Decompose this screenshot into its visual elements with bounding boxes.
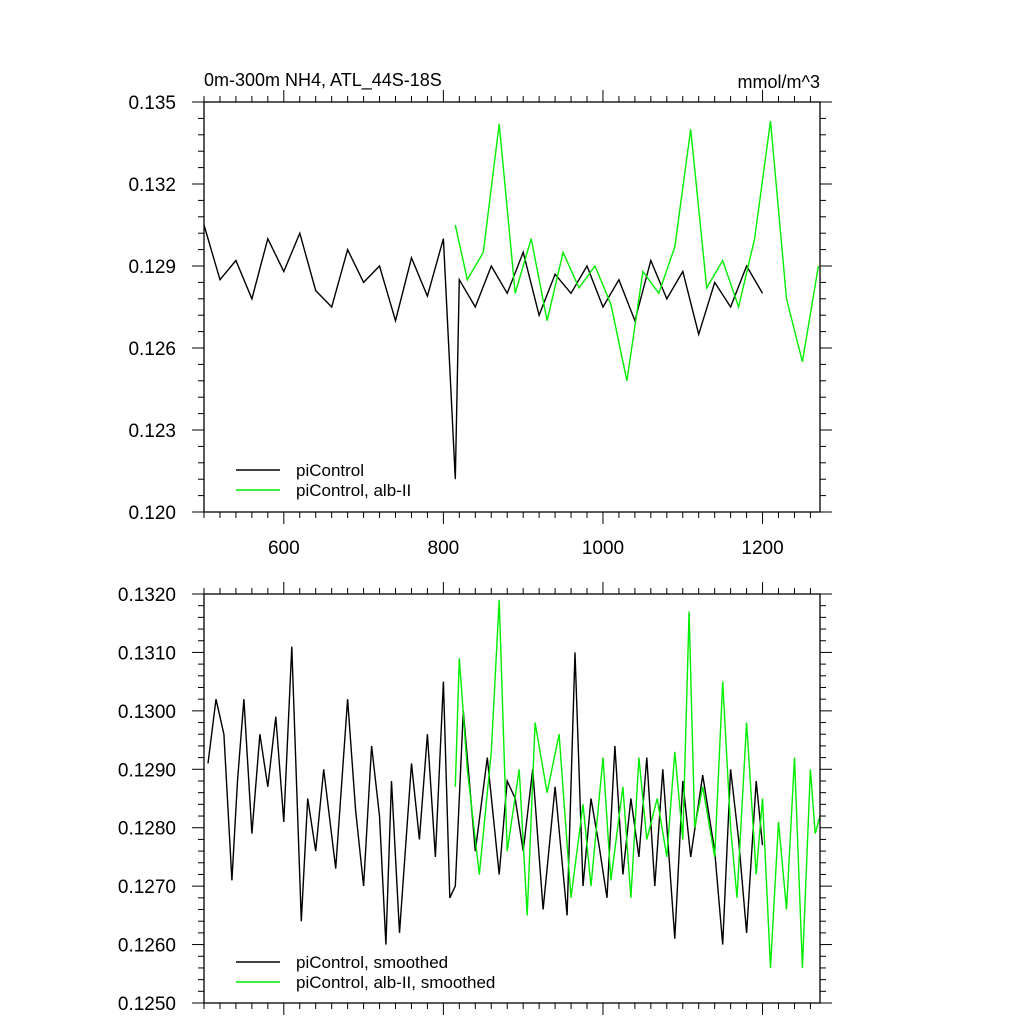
y-tick-label: 0.1280 [118, 819, 176, 840]
y-tick-label: 0.1260 [118, 936, 176, 957]
y-tick-label: 0.1270 [118, 877, 176, 898]
y-tick-label: 0.123 [128, 421, 176, 442]
y-tick-label: 0.1300 [118, 702, 176, 723]
y-tick-label: 0.1320 [118, 585, 176, 606]
series-line-picontrol-alb-ii-smoothed [454, 599, 821, 968]
plot-frame [203, 593, 821, 1004]
x-tick-label: 800 [428, 538, 460, 559]
bottom-plot-legend: piControl, smoothed piControl, alb-II, s… [236, 953, 495, 992]
top-plot-series-group [203, 121, 820, 480]
legend-label-picontrol-alb-ii: piControl, alb-II [296, 481, 411, 500]
y-tick-label: 0.126 [128, 339, 176, 360]
series-line-picontrol [203, 224, 764, 480]
bottom-plot-axes: 0.1250 0.1260 0.1270 0.1280 0.1290 0.1300 0.13… [118, 582, 832, 1015]
plot-frame [203, 101, 821, 513]
x-tick-label: 1000 [582, 538, 624, 559]
top-plot-title: 0m-300m NH4, ATL_44S-18S [204, 70, 442, 91]
legend-label-picontrol-smoothed: piControl, smoothed [296, 953, 448, 972]
x-tick-label: 600 [268, 538, 300, 559]
series-line-picontrol-alb-ii [454, 121, 820, 381]
y-tick-label: 0.1250 [118, 994, 176, 1015]
y-tick-label: 0.1290 [118, 760, 176, 781]
top-plot-legend: piControl piControl, alb-II [236, 461, 411, 500]
legend-label-picontrol-alb-ii-smoothed: piControl, alb-II, smoothed [296, 973, 495, 992]
bottom-plot-series-group [207, 599, 821, 968]
y-tick-label: 0.120 [128, 503, 176, 524]
x-tick-label: 1200 [741, 538, 783, 559]
legend-label-picontrol: piControl [296, 461, 364, 480]
top-plot-axes: 600 800 1000 1200 0.120 0.123 0.126 0.129 0.132 0… [128, 90, 832, 559]
top-plot-panel: 0m-300m NH4, ATL_44S-18S mmol/m^3 600 800… [128, 70, 832, 559]
y-tick-label: 0.135 [128, 93, 176, 114]
y-tick-label: 0.129 [128, 257, 176, 278]
top-plot-units: mmol/m^3 [738, 72, 820, 92]
y-tick-label: 0.1310 [118, 643, 176, 664]
y-tick-label: 0.132 [128, 175, 176, 196]
bottom-plot-panel: 0.1250 0.1260 0.1270 0.1280 0.1290 0.1300 0.13… [118, 582, 832, 1015]
